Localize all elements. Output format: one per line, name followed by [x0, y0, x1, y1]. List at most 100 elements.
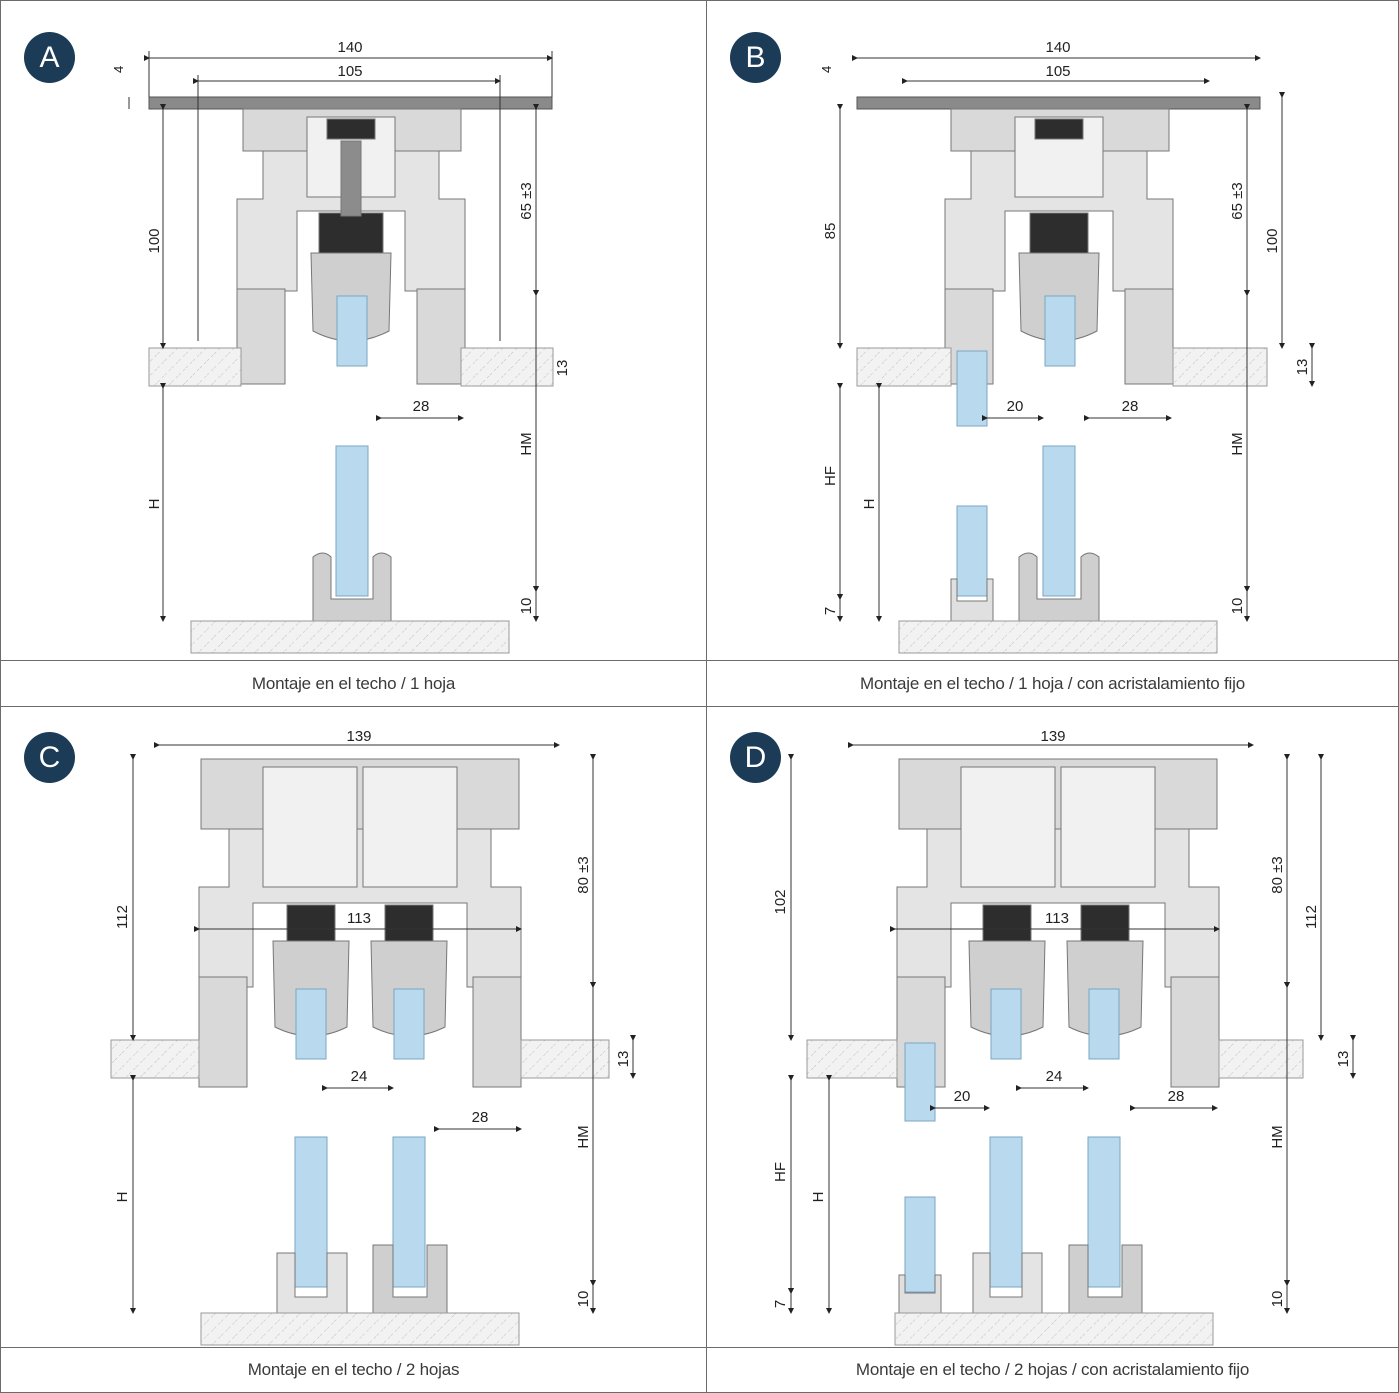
dim-left-height: 85	[822, 223, 839, 240]
caption-c: Montaje en el techo / 2 hojas	[247, 1360, 460, 1379]
floor-guide-2	[372, 1244, 448, 1314]
dim-bottom-left: 7	[822, 607, 839, 615]
floor	[190, 620, 510, 654]
dim-top-outer: 140	[1045, 39, 1070, 56]
floor-guide	[1018, 552, 1100, 622]
ceiling-right	[460, 347, 554, 387]
dim-bottom: 10	[1269, 1291, 1286, 1308]
ceiling-right	[520, 1039, 610, 1079]
caption-d: Montaje en el techo / 2 hojas / con acri…	[855, 1360, 1250, 1379]
dim-ceiling: 13	[554, 360, 571, 377]
dim-right-upper: 65 ±3	[1229, 182, 1246, 219]
dim-bottom: 10	[518, 598, 535, 615]
dim-ceiling: 13	[1294, 359, 1311, 376]
glass-upper	[336, 295, 368, 367]
dim-inner: 113	[1045, 910, 1069, 927]
caption-divider	[1, 1347, 706, 1348]
glass-panel-2	[1087, 1136, 1121, 1288]
floor-guide-2	[1068, 1244, 1143, 1314]
dim-right-upper: 80 ±3	[575, 856, 592, 893]
dim-hm: HM	[1269, 1125, 1286, 1148]
glass-upper	[1044, 295, 1076, 367]
glass-panel	[335, 445, 369, 597]
ceiling-left	[148, 347, 242, 387]
dim-top-outer: 140	[337, 39, 362, 56]
fixed-glass-upper	[956, 350, 988, 427]
panel-b: 140 105 4 85 65 ±3 100 13 20 28 HF H HM …	[706, 0, 1399, 707]
dim-gap-right: 28	[472, 1109, 489, 1126]
top-plate	[856, 96, 1261, 110]
ceiling-left	[806, 1039, 898, 1079]
track-profile	[198, 758, 522, 1088]
dim-gap-right: 28	[1122, 398, 1139, 415]
dim-bottom: 10	[575, 1291, 592, 1308]
ceiling-left	[110, 1039, 200, 1079]
fixed-glass-panel	[904, 1196, 936, 1293]
floor	[894, 1312, 1214, 1346]
dim-plate: 4	[111, 66, 126, 73]
dim-h: H	[810, 1192, 827, 1203]
dim-h: H	[861, 499, 878, 510]
glass-panel-2	[392, 1136, 426, 1288]
glass-upper-2	[1088, 988, 1120, 1060]
badge-d: D	[730, 732, 781, 783]
panel-c: 139 113 112 80 ±3 13 24 28 H HM 10 C Mon…	[0, 706, 707, 1393]
dim-top-outer: 139	[1040, 728, 1065, 745]
panel-a: 140 105 4 100 65 ±3 28 H HM 10 13 A Mont…	[0, 0, 707, 707]
dim-right-outer: 100	[1264, 228, 1281, 253]
dim-left-height: 112	[114, 905, 131, 929]
drawing-d: 139 113 102 80 ±3 112 13 20 24 28 HF H H…	[772, 728, 1356, 1346]
dim-hm: HM	[1229, 432, 1246, 455]
fixed-glass-panel	[956, 505, 988, 597]
dim-plate: 4	[819, 66, 834, 73]
dim-gap-mid: 24	[351, 1068, 368, 1085]
floor	[200, 1312, 520, 1346]
drawing-b: 140 105 4 85 65 ±3 100 13 20 28 HF H HM …	[819, 39, 1315, 654]
dim-bottom: 10	[1229, 598, 1246, 615]
glass-upper-1	[990, 988, 1022, 1060]
dim-right-outer: 112	[1303, 905, 1320, 929]
dim-top-outer: 139	[346, 728, 371, 745]
dim-hm: HM	[518, 432, 535, 455]
track-profile	[944, 108, 1174, 385]
caption-b: Montaje en el techo / 1 hoja / con acris…	[860, 674, 1245, 693]
drawing-c: 139 113 112 80 ±3 13 24 28 H HM 10	[110, 728, 636, 1346]
dim-right-upper: 65 ±3	[518, 182, 535, 219]
glass-panel	[1042, 445, 1076, 597]
badge-c: C	[24, 732, 75, 783]
track-profile	[896, 758, 1220, 1088]
dim-bottom-left: 7	[772, 1300, 789, 1308]
track-profile	[236, 108, 466, 385]
ceiling-right	[1218, 1039, 1304, 1079]
floor-guide	[312, 552, 392, 622]
dim-hm: HM	[575, 1125, 592, 1148]
dim-h: H	[146, 499, 163, 510]
dim-hf: HF	[822, 466, 839, 486]
dim-h: H	[114, 1192, 131, 1203]
badge-a: A	[24, 32, 75, 83]
dim-top-inner: 105	[337, 63, 362, 80]
ceiling-right	[1172, 347, 1268, 387]
glass-upper-1	[295, 988, 327, 1060]
dim-ceiling: 13	[1335, 1051, 1352, 1068]
dim-gap-mid: 24	[1046, 1068, 1063, 1085]
caption-divider	[707, 1347, 1398, 1348]
dim-hf: HF	[772, 1162, 789, 1182]
glass-panel-1	[989, 1136, 1023, 1288]
glass-panel-1	[294, 1136, 328, 1288]
caption-a: Montaje en el techo / 1 hoja	[251, 674, 456, 693]
dim-left-height: 100	[146, 228, 163, 253]
floor-guide-1	[972, 1252, 1043, 1314]
fixed-profile	[898, 1274, 942, 1314]
fixed-profile	[950, 578, 994, 622]
ceiling-left	[856, 347, 952, 387]
dim-gap-left: 20	[954, 1088, 971, 1105]
dim-gap-right: 28	[413, 398, 430, 415]
glass-upper-2	[393, 988, 425, 1060]
floor	[898, 620, 1218, 654]
dim-ceiling: 13	[615, 1051, 632, 1068]
dim-right-upper: 80 ±3	[1269, 856, 1286, 893]
top-plate	[148, 96, 553, 110]
panel-d: 139 113 102 80 ±3 112 13 20 24 28 HF H H…	[706, 706, 1399, 1393]
dim-top-inner: 105	[1045, 63, 1070, 80]
